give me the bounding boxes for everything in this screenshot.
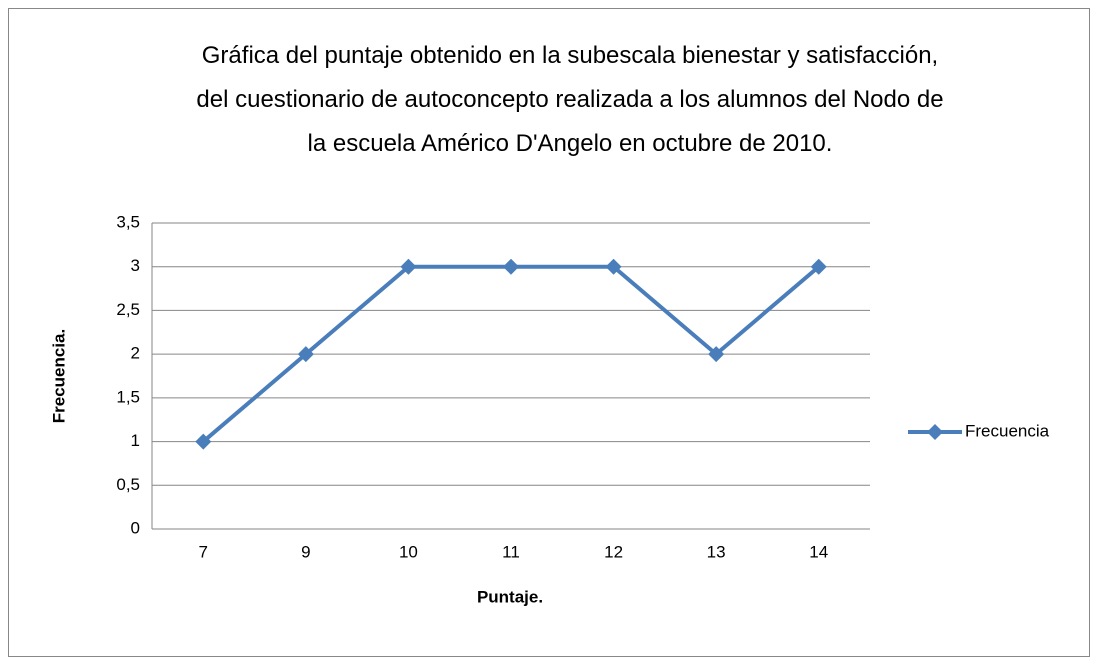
y-axis-label: Frecuencia. — [49, 329, 68, 424]
y-tick-label: 1,5 — [116, 387, 140, 406]
data-point — [297, 346, 314, 363]
y-tick-label: 0 — [131, 518, 140, 537]
x-tick-label: 10 — [399, 542, 418, 561]
legend-marker — [927, 424, 943, 440]
x-tick-label: 14 — [809, 542, 828, 561]
x-tick-label: 13 — [707, 542, 726, 561]
data-point — [810, 258, 827, 275]
x-axis-label: Puntaje. — [477, 587, 543, 606]
chart-title: Gráfica del puntaje obtenido en la subes… — [196, 42, 944, 157]
data-point — [503, 258, 519, 275]
y-tick-label: 2,5 — [116, 300, 140, 319]
x-tick-label: 12 — [604, 542, 623, 561]
legend-label: Frecuencia — [965, 421, 1050, 440]
y-tick-label: 0,5 — [116, 475, 140, 494]
data-point — [400, 258, 417, 275]
x-tick-label: 11 — [502, 542, 520, 561]
y-tick-label: 2 — [131, 344, 140, 363]
y-tick-label: 3,5 — [116, 212, 140, 231]
chart-border — [8, 8, 1090, 657]
data-point — [195, 433, 212, 450]
x-tick-label: 9 — [301, 542, 310, 561]
y-tick-label: 1 — [131, 431, 140, 450]
data-point — [605, 258, 622, 275]
x-tick-label: 7 — [199, 542, 208, 561]
data-point — [708, 346, 725, 363]
y-tick-label: 3 — [131, 256, 140, 275]
